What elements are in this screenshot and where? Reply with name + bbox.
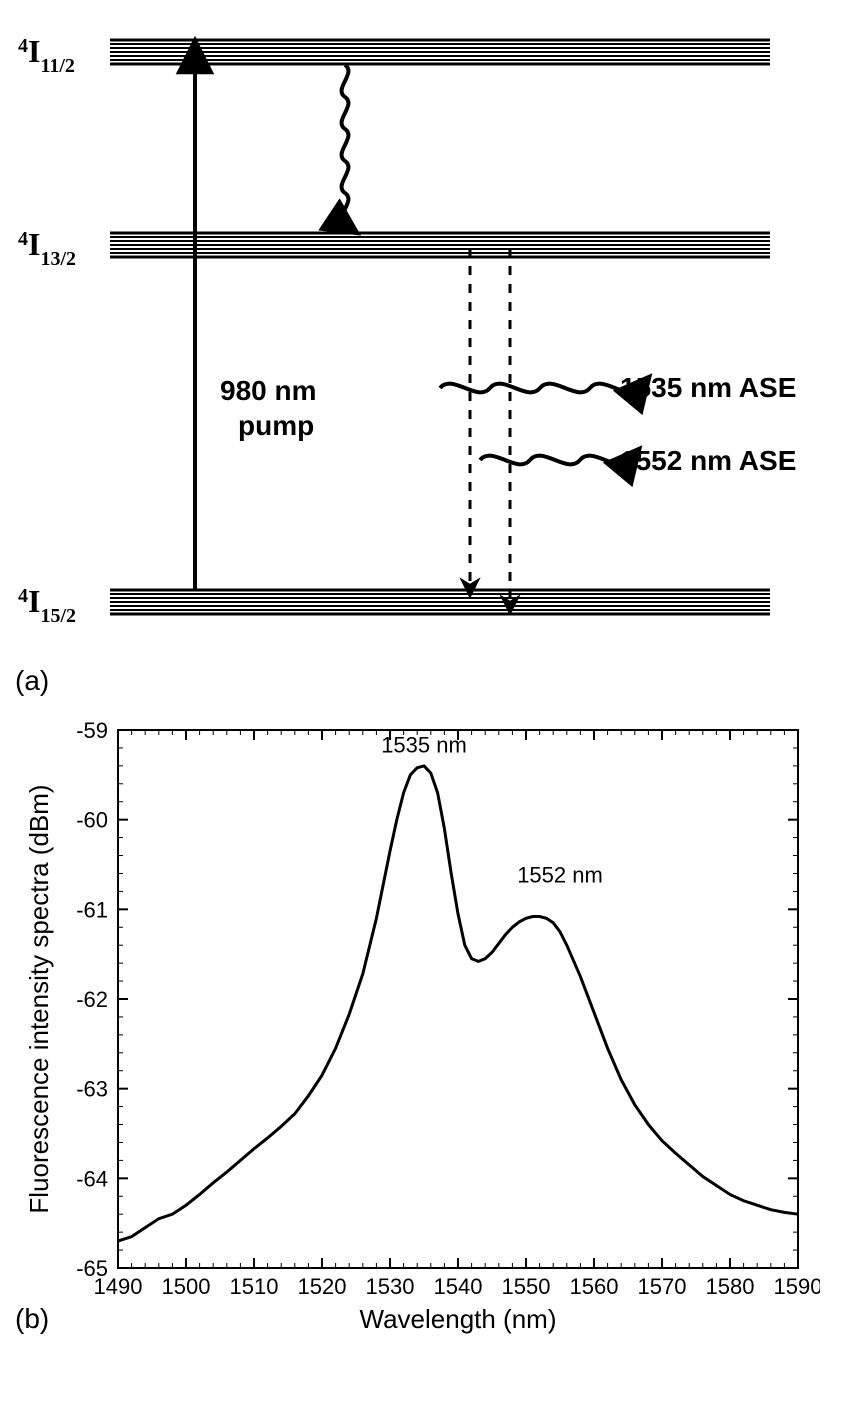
fluorescence-spectrum-chart: 1490150015101520153015401550156015701580… (10, 700, 820, 1380)
xtick-label: 1510 (230, 1274, 279, 1299)
svg-text:4I15/2: 4I15/2 (18, 583, 76, 627)
xtick-label: 1560 (570, 1274, 619, 1299)
svg-text:4I13/2: 4I13/2 (18, 226, 76, 270)
ytick-label: -62 (76, 987, 108, 1012)
ase-wave-0 (440, 384, 640, 393)
x-axis-label: Wavelength (nm) (360, 1304, 557, 1334)
ytick-label: -63 (76, 1077, 108, 1102)
y-axis-label: Fluorescence intensity spectra (dBm) (24, 784, 54, 1213)
ase-label-0: 1535 nm ASE (620, 372, 796, 403)
plot-frame (118, 730, 798, 1268)
energy-level-I15_2: 4I15/2 (18, 583, 770, 627)
nonradiative-decay-arrow (342, 65, 349, 225)
peak-label-0: 1535 nm (381, 732, 467, 757)
xtick-label: 1540 (434, 1274, 483, 1299)
svg-text:4I11/2: 4I11/2 (18, 33, 75, 77)
ase-label-1: 1552 nm ASE (620, 445, 796, 476)
xtick-label: 1520 (298, 1274, 347, 1299)
ytick-label: -59 (76, 718, 108, 743)
subfigure-label-b: (b) (15, 1303, 49, 1334)
subfigure-label-a: (a) (15, 665, 49, 696)
peak-label-1: 1552 nm (517, 862, 603, 887)
energy-level-I13_2: 4I13/2 (18, 226, 770, 270)
energy-level-diagram: 4I11/2 4I13/2 4I15/2 980 nm pump 1535 nm ASE 1… (10, 10, 820, 700)
xtick-label: 1550 (502, 1274, 551, 1299)
xtick-label: 1500 (162, 1274, 211, 1299)
figure-container: 4I11/2 4I13/2 4I15/2 980 nm pump 1535 nm ASE 1… (0, 0, 850, 1390)
ase-wave-1 (480, 456, 630, 465)
ytick-label: -64 (76, 1166, 108, 1191)
xtick-label: 1580 (706, 1274, 755, 1299)
svg-text:pump: pump (238, 410, 314, 441)
xtick-label: 1590 (774, 1274, 820, 1299)
xtick-label: 1570 (638, 1274, 687, 1299)
ytick-label: -65 (76, 1256, 108, 1281)
ytick-label: -60 (76, 808, 108, 833)
spectrum-line (118, 766, 798, 1241)
pump-label: 980 nm (220, 375, 317, 406)
ytick-label: -61 (76, 897, 108, 922)
energy-level-I11_2: 4I11/2 (18, 33, 770, 77)
xtick-label: 1530 (366, 1274, 415, 1299)
